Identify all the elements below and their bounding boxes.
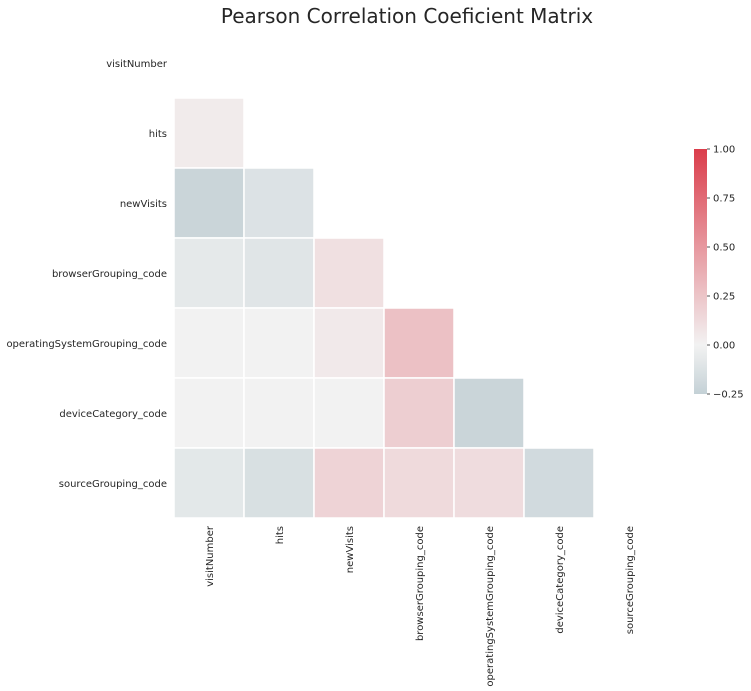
heatmap-cell bbox=[313, 237, 385, 309]
colorbar-tick-label: 0.25 bbox=[713, 292, 735, 303]
chart-title: Pearson Correlation Coeficient Matrix bbox=[221, 4, 593, 28]
colorbar-gradient bbox=[694, 149, 707, 394]
heatmap-cell bbox=[173, 307, 245, 379]
y-tick-label: hits bbox=[149, 129, 167, 140]
heatmap-cell bbox=[243, 377, 315, 449]
heatmap-cell bbox=[383, 377, 455, 449]
x-tick-label: newVisits bbox=[345, 526, 356, 573]
heatmap-cell bbox=[313, 307, 385, 379]
y-tick-label: browserGrouping_code bbox=[52, 269, 167, 280]
colorbar-tick-label: −0.25 bbox=[713, 390, 744, 401]
y-tick-label: newVisits bbox=[120, 199, 167, 210]
heatmap-cell bbox=[313, 447, 385, 519]
heatmap-cell bbox=[453, 377, 525, 449]
x-tick-label: hits bbox=[275, 526, 286, 544]
x-tick-label: operatingSystemGrouping_code bbox=[485, 526, 496, 687]
heatmap-cell bbox=[383, 447, 455, 519]
x-tick-label: deviceCategory_code bbox=[555, 526, 566, 634]
y-tick-label: visitNumber bbox=[106, 59, 168, 70]
heatmap-cell bbox=[243, 237, 315, 309]
y-tick-label: deviceCategory_code bbox=[59, 409, 167, 420]
x-tick-label: visitNumber bbox=[205, 525, 216, 587]
y-tick-label: sourceGrouping_code bbox=[59, 479, 167, 490]
colorbar-tick-label: 0.50 bbox=[713, 243, 735, 254]
colorbar-tick-label: 1.00 bbox=[713, 145, 735, 156]
heatmap-cell bbox=[383, 307, 455, 379]
heatmap-cell bbox=[453, 447, 525, 519]
x-tick-labels: visitNumber hits newVisits browserGrouping_… bbox=[205, 525, 636, 686]
y-tick-label: operatingSystemGrouping_code bbox=[6, 339, 167, 350]
heatmap-cell bbox=[173, 237, 245, 309]
heatmap-cell bbox=[313, 377, 385, 449]
colorbar-tick-label: 0.75 bbox=[713, 194, 735, 205]
heatmap-cell bbox=[173, 167, 245, 239]
heatmap-cell bbox=[523, 447, 595, 519]
colorbar-ticks: −0.25 0.00 0.25 0.50 0.75 1.00 bbox=[707, 145, 744, 401]
heatmap-cell bbox=[243, 167, 315, 239]
x-tick-label: browserGrouping_code bbox=[415, 526, 426, 641]
colorbar-tick-label: 0.00 bbox=[713, 341, 735, 352]
heatmap-cell bbox=[243, 447, 315, 519]
heatmap-cell bbox=[173, 97, 245, 169]
x-tick-label: sourceGrouping_code bbox=[625, 526, 636, 634]
y-tick-labels: visitNumber hits newVisits browserGrouping_… bbox=[6, 59, 167, 490]
heatmap-cell bbox=[173, 447, 245, 519]
colorbar: −0.25 0.00 0.25 0.50 0.75 1.00 bbox=[694, 145, 744, 401]
heatmap-cell bbox=[173, 377, 245, 449]
heatmap-cell bbox=[243, 307, 315, 379]
heatmap-cells bbox=[173, 97, 595, 519]
